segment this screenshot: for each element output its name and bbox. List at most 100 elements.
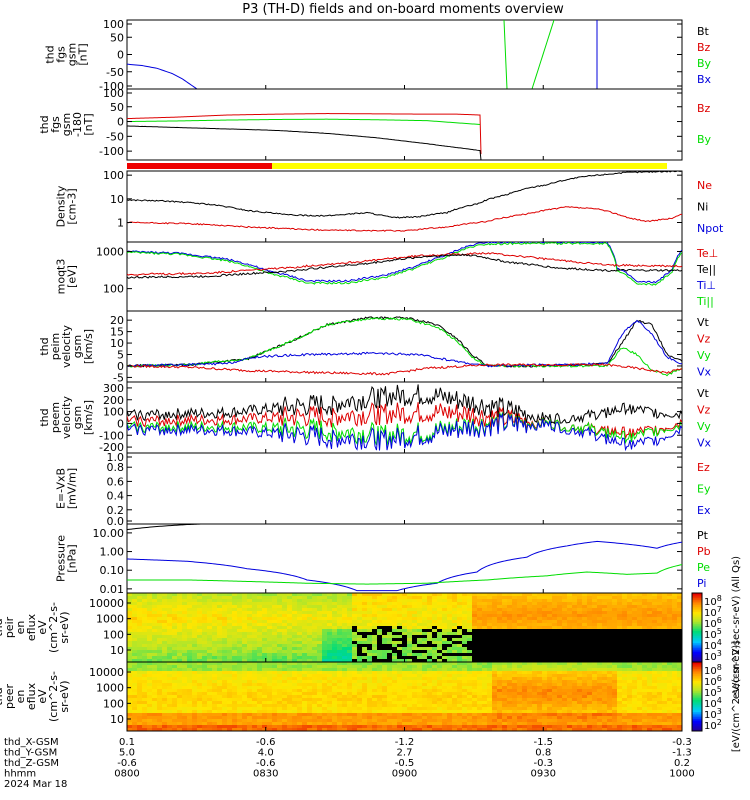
spectrogram-cell [347,602,353,606]
spectrogram-cell [502,656,508,660]
spectrogram-cell [252,638,258,642]
spectrogram-cell [197,608,203,612]
spectrogram-cell [487,683,493,687]
spectrogram-cell [272,671,278,675]
spectrogram-cell [347,653,353,657]
spectrogram-cell [537,695,543,699]
y-axis-label: sr-eV) [58,611,71,643]
spectrogram-cell [667,614,673,618]
spectrogram-cell [497,698,503,702]
spectrogram-cell [262,683,268,687]
spectrogram-cell [227,626,233,630]
spectrogram-cell [367,668,373,672]
spectrogram-cell [647,626,653,630]
spectrogram-cell [132,662,138,666]
spectrogram-cell [312,704,318,708]
spectrogram-cell [192,608,198,612]
spectrogram-cell [602,647,608,651]
spectrogram-cell [167,716,173,720]
spectrogram-cell [247,617,253,621]
spectrogram-cell [217,629,223,633]
spectrogram-cell [437,656,443,660]
spectrogram-cell [552,674,558,678]
spectrogram-cell [477,638,483,642]
spectrogram-cell [517,707,523,711]
spectrogram-cell [337,671,343,675]
spectrogram-cell [512,641,518,645]
spectrogram-cell [382,704,388,708]
spectrogram-cell [667,596,673,600]
spectrogram-cell [377,656,383,660]
spectrogram-cell [262,674,268,678]
spectrogram-cell [422,605,428,609]
spectrogram-cell [297,650,303,654]
spectrogram-cell [167,671,173,675]
spectrogram-cell [382,692,388,696]
spectrogram-cell [377,698,383,702]
spectrogram-cell [442,629,448,633]
spectrogram-cell [587,677,593,681]
spectrogram-cell [442,671,448,675]
spectrogram-cell [177,596,183,600]
spectrogram-cell [487,728,493,731]
spectrogram-cell [212,608,218,612]
spectrogram-cell [477,689,483,693]
spectrogram-cell [577,719,583,723]
spectrogram-cell [637,614,643,618]
spectrogram-cell [507,650,513,654]
spectrogram-cell [647,647,653,651]
spectrogram-cell [332,632,338,636]
spectrogram-cell [272,716,278,720]
spectrogram-cell [137,617,143,621]
spectrogram-cell [312,707,318,711]
spectrogram-cell [127,695,133,699]
spectrogram-cell [217,680,223,684]
spectrogram-cell [337,674,343,678]
spectrogram-cell [292,719,298,723]
spectrogram-cell [557,623,563,627]
spectrogram-cell [272,710,278,714]
spectrogram-cell [212,701,218,705]
spectrogram-cell [472,692,478,696]
spectrogram-cell [357,653,363,657]
spectrogram-cell [587,614,593,618]
spectrogram-cell [332,608,338,612]
spectrogram-cell [197,728,203,731]
spectrogram-cell [167,665,173,669]
spectrogram-cell [602,623,608,627]
spectrogram-cell [642,593,648,597]
spectrogram-cell [562,722,568,726]
spectrogram-cell [447,680,453,684]
spectrogram-cell [127,605,133,609]
peer-spectrogram-panel: 10000100010010thdpeerenefluxeV(cm^2-s-sr… [0,641,742,752]
spectrogram-cell [457,707,463,711]
spectrogram-cell [177,689,183,693]
spectrogram-cell [437,689,443,693]
spectrogram-cell [637,647,643,651]
spectrogram-cell [347,650,353,654]
spectrogram-cell [557,698,563,702]
spectrogram-cell [332,668,338,672]
spectrogram-cell [412,689,418,693]
spectrogram-cell [237,698,243,702]
spectrogram-cell [552,638,558,642]
spectrogram-cell [422,665,428,669]
spectrogram-cell [127,710,133,714]
spectrogram-cell [157,665,163,669]
spectrogram-cell [332,611,338,615]
spectrogram-cell [427,614,433,618]
spectrogram-cell [352,698,358,702]
spectrogram-cell [332,644,338,648]
spectrogram-cell [467,665,473,669]
spectrogram-cell [657,656,663,660]
spectrogram-cell [587,728,593,731]
spectrogram-cell [362,689,368,693]
spectrogram-cell [212,698,218,702]
spectrogram-cell [562,671,568,675]
spectrogram-cell [577,623,583,627]
spectrogram-cell [612,629,618,633]
spectrogram-cell [257,614,263,618]
spectrogram-cell [152,674,158,678]
spectrogram-cell [647,617,653,621]
spectrogram-cell [232,710,238,714]
